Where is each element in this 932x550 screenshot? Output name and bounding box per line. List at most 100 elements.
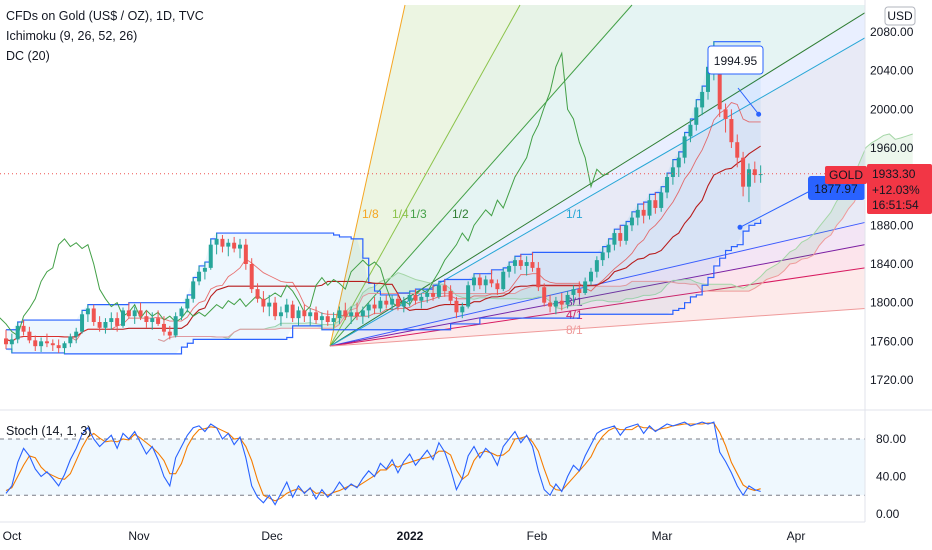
candle-body [337, 310, 342, 319]
fan-label: 1/4 [392, 207, 409, 221]
candle-body [191, 281, 196, 299]
candle-body [624, 225, 629, 241]
candle-body [688, 124, 693, 137]
candle-body [542, 287, 547, 303]
candle [466, 281, 471, 309]
candle-body [536, 267, 541, 288]
ichimoku-legend[interactable]: Ichimoku (9, 26, 52, 26) [6, 29, 138, 43]
candle [653, 192, 658, 214]
fan-line [329, 4, 406, 347]
candle [255, 283, 260, 303]
candle [460, 302, 465, 319]
stoch-legend[interactable]: Stoch (14, 1, 3) [6, 424, 92, 438]
candle [249, 258, 254, 293]
ichimoku-lines [0, 51, 761, 342]
candle [74, 327, 79, 344]
candle-body [741, 157, 746, 187]
candle-body [132, 310, 137, 317]
candle-body [68, 336, 73, 344]
candle-body [115, 318, 120, 326]
candle-body [559, 300, 564, 305]
candle [202, 262, 207, 280]
candle-body [21, 325, 26, 332]
candle [512, 256, 517, 274]
candle [308, 308, 313, 326]
candle-body [548, 302, 553, 307]
candle-body [483, 279, 488, 286]
candle-body [676, 157, 681, 168]
candle [407, 291, 412, 307]
candle [559, 293, 564, 311]
candle-body [612, 233, 617, 245]
candle-body [746, 169, 751, 187]
candle [384, 294, 389, 309]
candle-body [261, 298, 266, 307]
candle [33, 335, 38, 351]
candle-body [425, 293, 430, 297]
price-tick: 1800.00 [870, 296, 914, 310]
candle [296, 306, 301, 326]
candle-body [395, 298, 400, 307]
candle-body [460, 306, 465, 313]
candle-body [618, 233, 623, 241]
candle [56, 339, 61, 353]
candle [191, 277, 196, 303]
candle [126, 302, 131, 319]
candle-body [226, 242, 231, 247]
price-axis[interactable]: USD2080.002040.002000.001960.001920.0018… [825, 0, 932, 522]
candle-body [197, 271, 202, 282]
candle-body [495, 283, 500, 290]
candle [355, 302, 359, 321]
candle-body [706, 66, 710, 92]
candle [676, 151, 681, 177]
time-label: Nov [128, 529, 149, 543]
time-axis[interactable]: Oct Nov Dec 2022 Feb Mar Apr [0, 521, 865, 543]
senkou-span-a [157, 133, 913, 342]
candle [413, 289, 418, 305]
candle-body [431, 293, 436, 297]
candle [44, 333, 49, 348]
candle [665, 173, 670, 199]
candle-body [600, 252, 605, 261]
dc-legend[interactable]: DC (20) [6, 49, 50, 63]
candle [477, 273, 482, 290]
candle-body [161, 323, 166, 332]
candle [542, 283, 547, 307]
candle-body [15, 325, 20, 340]
candle [501, 267, 506, 292]
candle-body [255, 289, 260, 299]
candle [454, 296, 459, 319]
candle [349, 306, 354, 324]
candle [553, 296, 558, 315]
candle-body [319, 316, 324, 321]
candle [618, 225, 623, 247]
stoch-tick: 0.00 [876, 507, 900, 521]
candle-body [85, 308, 90, 315]
callout-box [707, 45, 764, 75]
fan-label: 8/1 [566, 323, 583, 337]
candle-body [109, 318, 114, 322]
price-badge [867, 164, 932, 214]
price-badge-change: +12.03% [872, 183, 920, 197]
time-label: 2022 [397, 529, 424, 543]
candle [536, 262, 541, 292]
candle-body [682, 136, 687, 158]
candle [337, 306, 342, 324]
currency-box [884, 6, 916, 26]
candle-body [454, 300, 459, 313]
candle-body [44, 341, 49, 344]
candle [378, 296, 383, 313]
tenkan-sen [5, 102, 761, 342]
candle-body [700, 91, 705, 108]
time-label: Apr [787, 529, 806, 543]
candle [290, 300, 295, 322]
candle [4, 329, 8, 350]
currency-label: USD [887, 9, 913, 23]
candle-body [314, 312, 319, 321]
donchian-fill [6, 41, 761, 354]
candle [85, 304, 90, 322]
candle [208, 238, 213, 270]
fan-label: 1/2 [452, 207, 469, 221]
candle-body [606, 244, 611, 253]
